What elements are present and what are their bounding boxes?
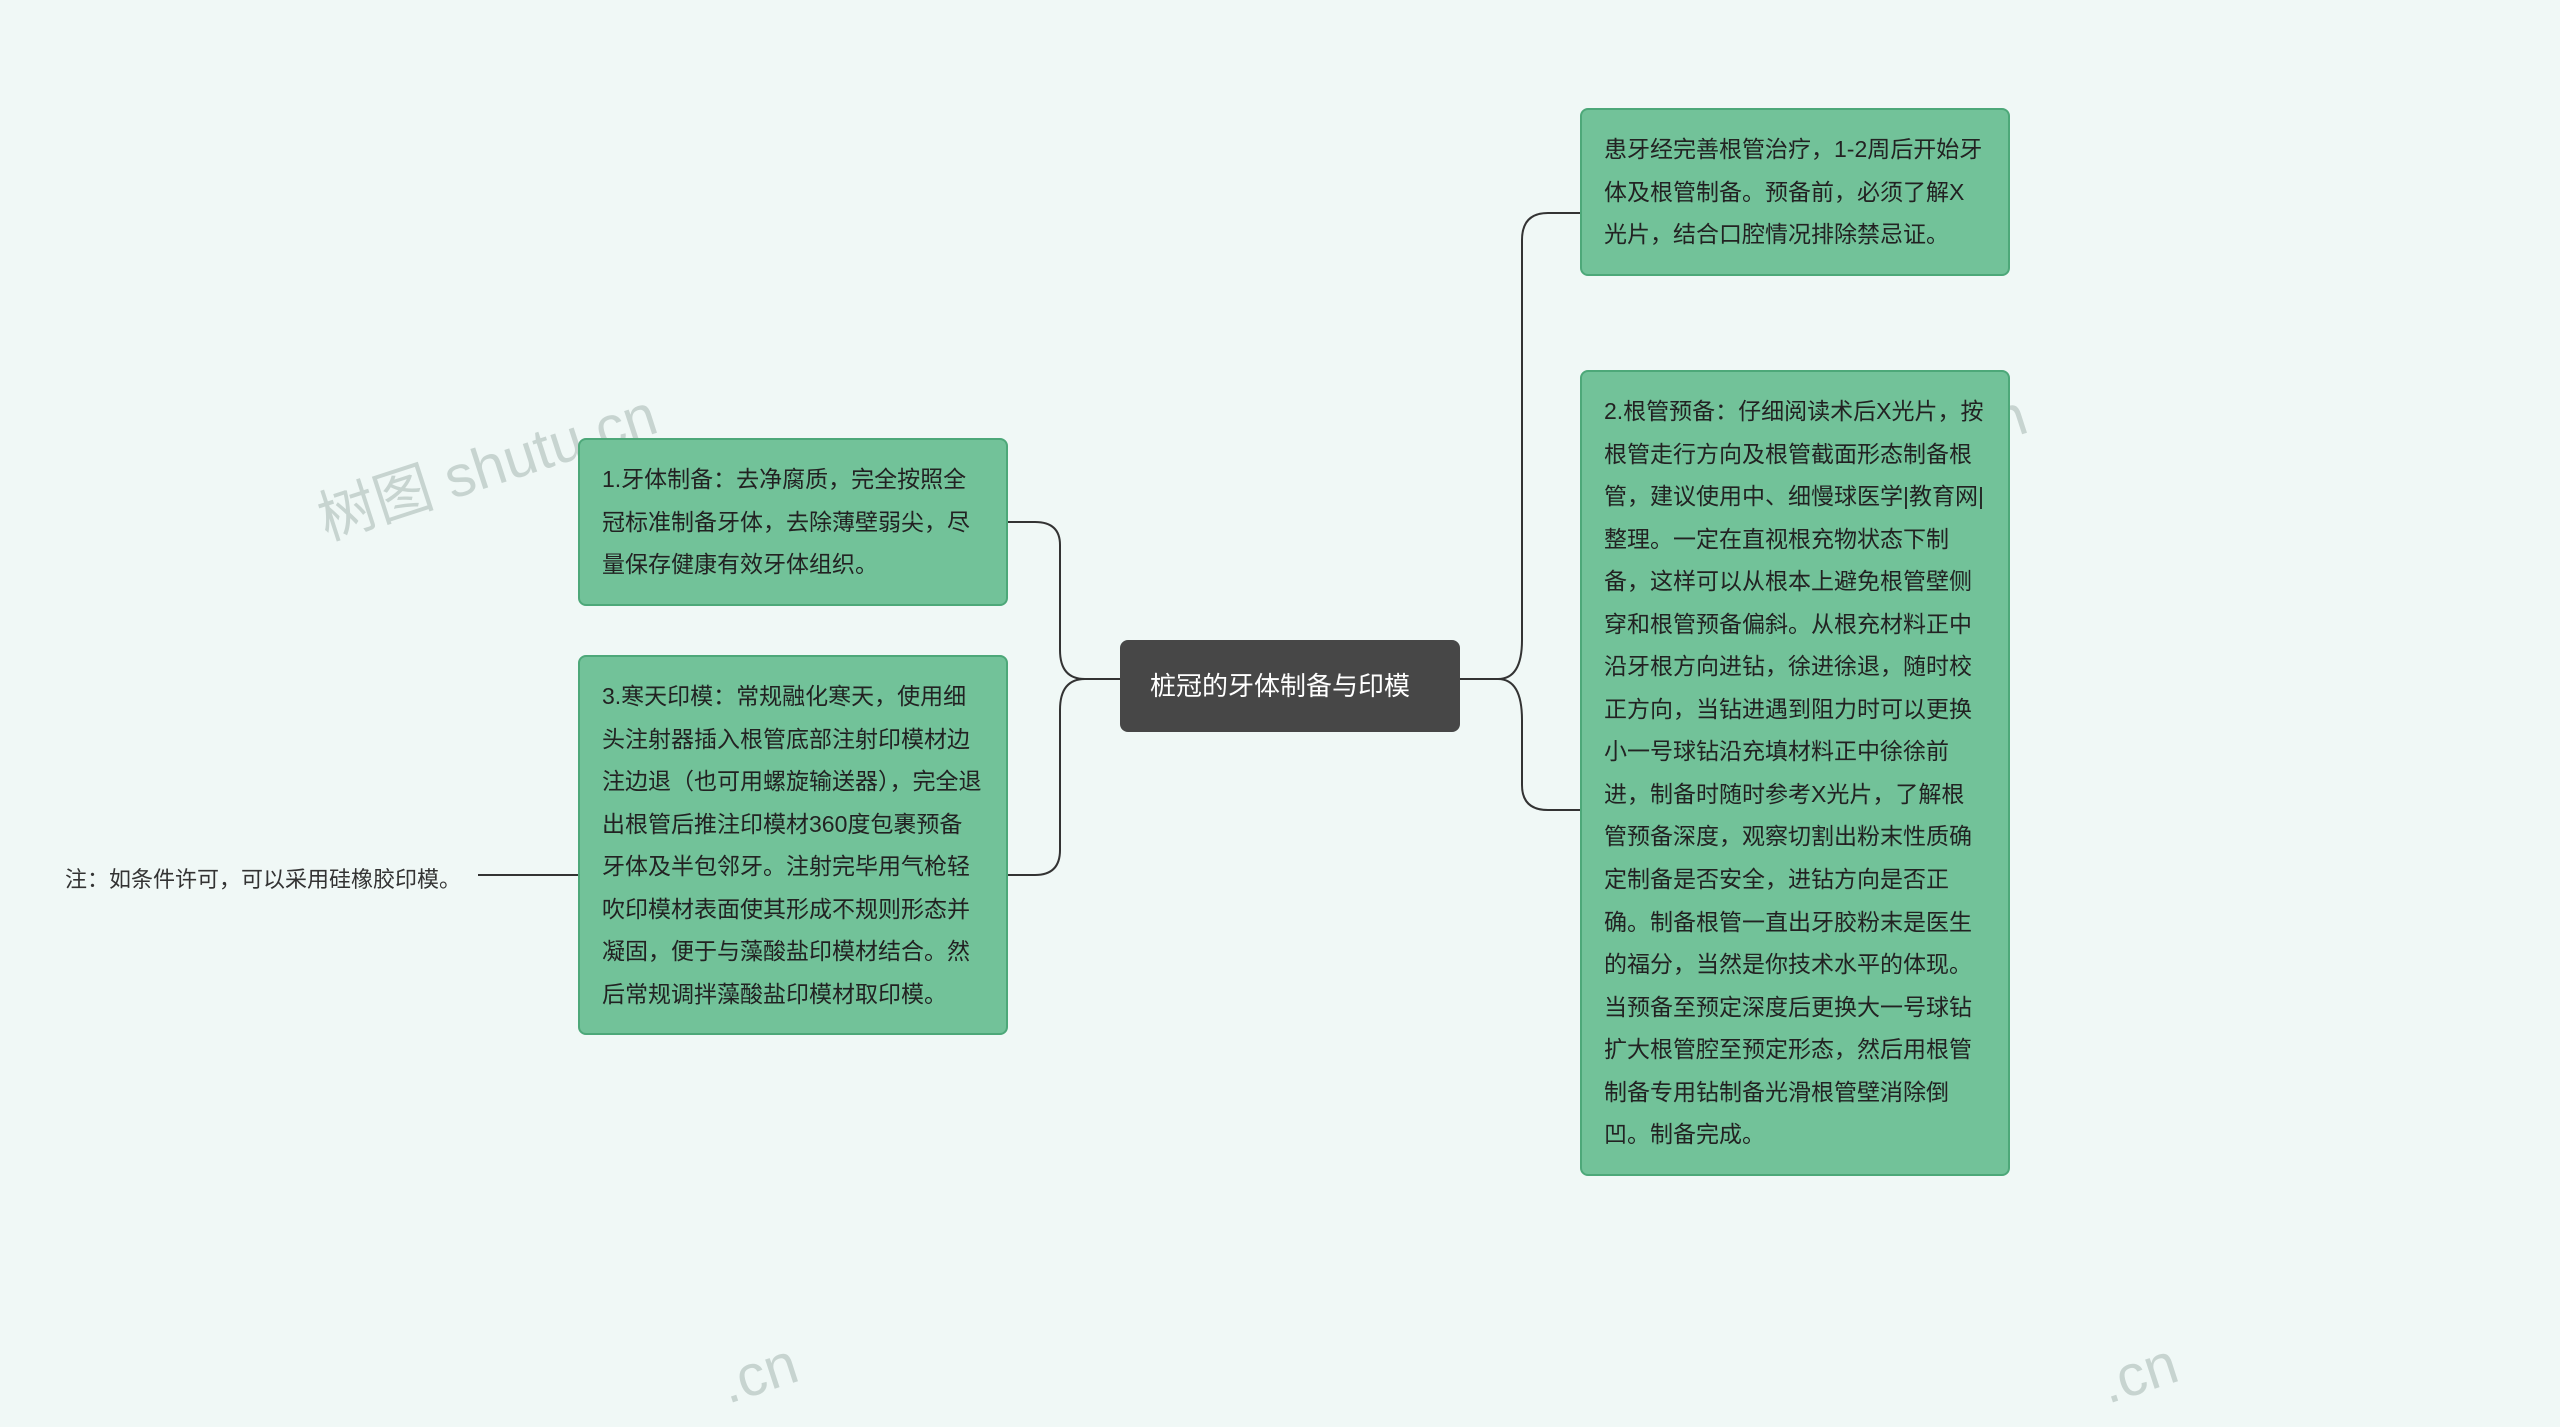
node-right-2-text: 2.根管预备：仔细阅读术后X光片，按根管走行方向及根管截面形态制备根管，建议使用… — [1604, 398, 1984, 1147]
node-left-2-text: 3.寒天印模：常规融化寒天，使用细头注射器插入根管底部注射印模材边注边退（也可用… — [602, 683, 982, 1007]
node-left-1[interactable]: 1.牙体制备：去净腐质，完全按照全冠标准制备牙体，去除薄壁弱尖，尽量保存健康有效… — [578, 438, 1008, 606]
node-right-2[interactable]: 2.根管预备：仔细阅读术后X光片，按根管走行方向及根管截面形态制备根管，建议使用… — [1580, 370, 2010, 1176]
watermark: .cn — [712, 1330, 806, 1418]
leaf-note-text: 注：如条件许可，可以采用硅橡胶印模。 — [65, 867, 461, 892]
center-node-text: 桩冠的牙体制备与印模 — [1150, 671, 1410, 701]
watermark: .cn — [2092, 1330, 2186, 1418]
leaf-note: 注：如条件许可，可以采用硅橡胶印模。 — [65, 862, 461, 894]
node-right-1-text: 患牙经完善根管治疗，1-2周后开始牙体及根管制备。预备前，必须了解X光片，结合口… — [1604, 136, 1982, 247]
node-right-1[interactable]: 患牙经完善根管治疗，1-2周后开始牙体及根管制备。预备前，必须了解X光片，结合口… — [1580, 108, 2010, 276]
center-node[interactable]: 桩冠的牙体制备与印模 — [1120, 640, 1460, 732]
node-left-1-text: 1.牙体制备：去净腐质，完全按照全冠标准制备牙体，去除薄壁弱尖，尽量保存健康有效… — [602, 466, 970, 577]
node-left-2[interactable]: 3.寒天印模：常规融化寒天，使用细头注射器插入根管底部注射印模材边注边退（也可用… — [578, 655, 1008, 1035]
